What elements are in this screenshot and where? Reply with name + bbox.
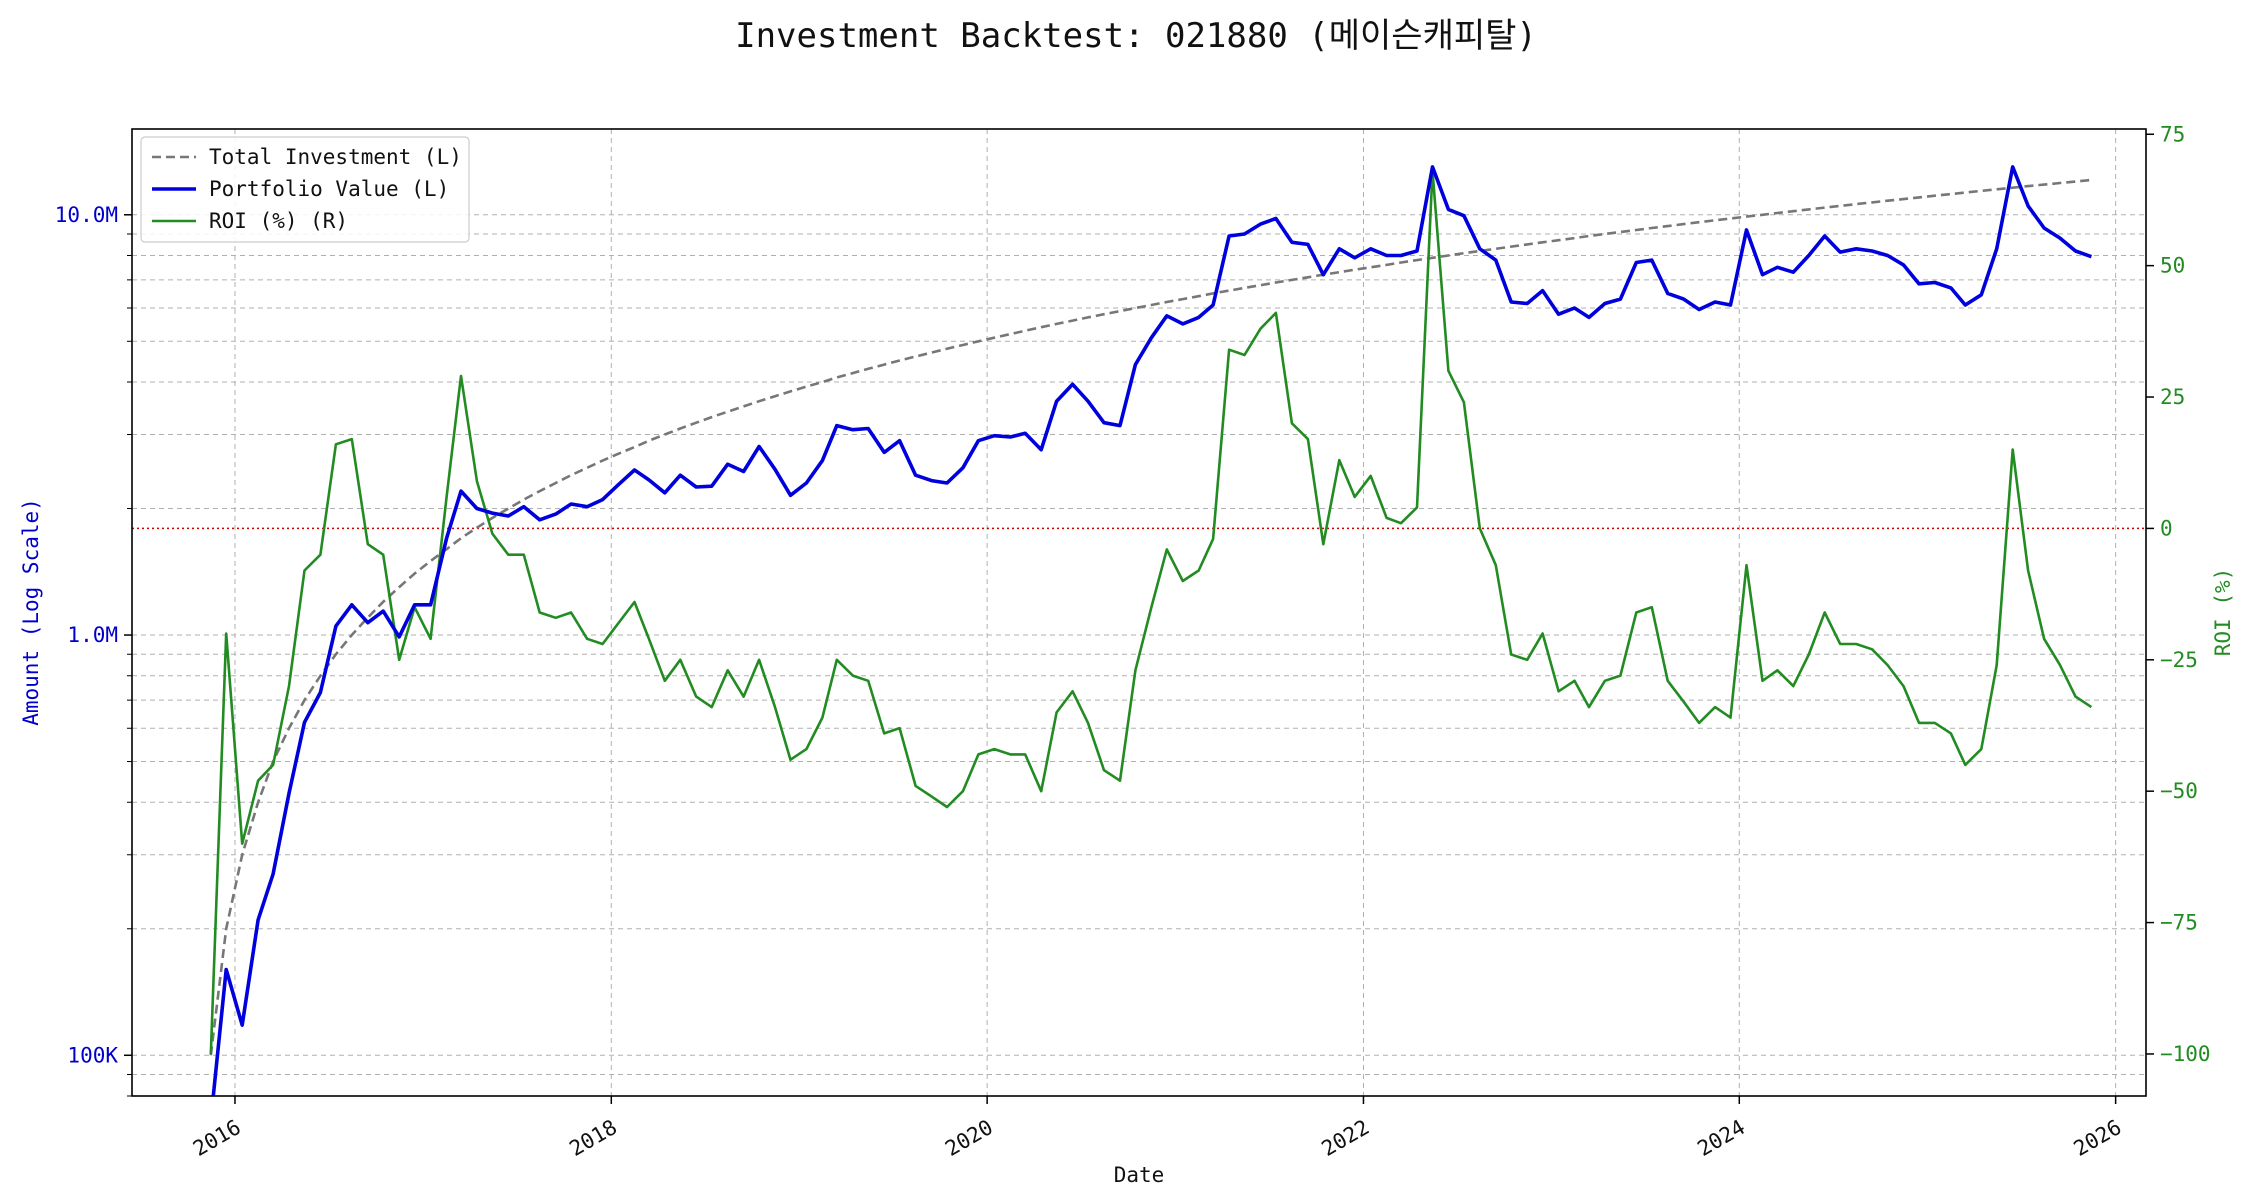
series-roi xyxy=(209,169,2093,1055)
x-tick-label: 2016 xyxy=(189,1115,245,1161)
series-portfolio-value xyxy=(211,165,2093,1096)
legend-box xyxy=(140,136,470,243)
y-right-tick-label: 75 xyxy=(2160,122,2185,146)
x-tick-label: 2022 xyxy=(1318,1115,1374,1161)
y-axis-left: 100K 1.0M 10.0M xyxy=(55,203,132,1097)
y-right-tick-label: −75 xyxy=(2160,911,2198,935)
y-axis-right-label: ROI (%) xyxy=(2211,568,2235,657)
legend-label-roi: ROI (%) (R) xyxy=(209,209,348,233)
y-right-tick-label: −100 xyxy=(2160,1042,2211,1066)
x-tick-label: 2018 xyxy=(565,1115,621,1161)
legend-label-total-investment: Total Investment (L) xyxy=(209,145,462,169)
x-tick-label: 2026 xyxy=(2070,1115,2126,1161)
y-right-tick-label: 25 xyxy=(2160,385,2185,409)
chart-title: Investment Backtest: 021880 (메이슨캐피탈) xyxy=(735,16,1537,56)
y-left-tick-label: 1.0M xyxy=(67,623,118,647)
y-axis-left-label: Amount (Log Scale) xyxy=(19,498,43,726)
x-tick-label: 2024 xyxy=(1693,1115,1749,1161)
legend: Total Investment (L) Portfolio Value (L)… xyxy=(140,136,470,243)
y-left-tick-label: 10.0M xyxy=(55,203,118,227)
y-right-tick-label: 0 xyxy=(2160,516,2173,540)
y-right-tick-label: −25 xyxy=(2160,648,2198,672)
y-right-tick-label: 50 xyxy=(2160,254,2185,278)
y-axis-right: 75 50 25 0 −25 −50 −75 −100 xyxy=(2146,122,2211,1066)
legend-label-portfolio-value: Portfolio Value (L) xyxy=(209,177,449,201)
plot-frame xyxy=(131,128,2147,1097)
x-tick-label: 2020 xyxy=(941,1115,997,1161)
x-axis: 2016 2018 2020 2022 2024 2026 xyxy=(189,1096,2125,1161)
y-left-tick-label: 100K xyxy=(67,1043,118,1067)
series-layer xyxy=(209,165,2093,1096)
x-axis-label: Date xyxy=(1114,1163,1165,1187)
series-total-investment xyxy=(209,178,2092,1056)
y-right-tick-label: −50 xyxy=(2160,779,2198,803)
